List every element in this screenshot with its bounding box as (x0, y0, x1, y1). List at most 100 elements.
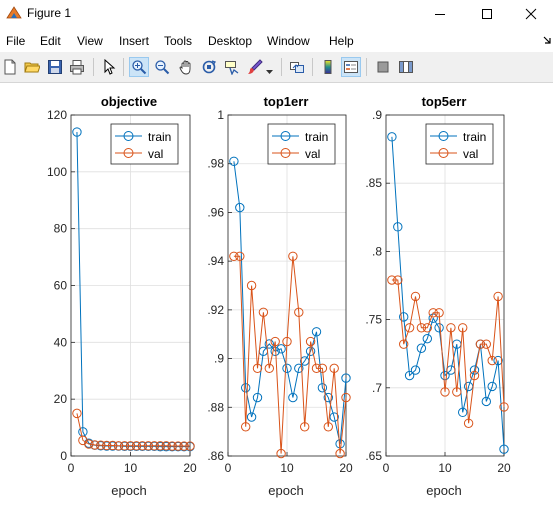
menu-edit[interactable]: Edit (40, 34, 61, 48)
data-point-val (137, 441, 148, 451)
legend-val-marker (280, 148, 291, 158)
show-plot-tools-icon[interactable] (396, 57, 416, 77)
x-tick-label: 10 (280, 461, 294, 475)
data-point-val (487, 355, 497, 366)
data-point-val (463, 418, 474, 428)
link-plot-icon[interactable] (287, 57, 307, 77)
y-tick-label: 0 (60, 449, 67, 463)
data-point-train (235, 202, 245, 213)
legend[interactable]: train val (267, 123, 336, 165)
data-cursor-icon[interactable] (222, 57, 242, 77)
rotate-3d-icon[interactable] (199, 57, 219, 77)
legend-icon[interactable] (341, 57, 361, 77)
title-bar: Figure 1 (0, 0, 553, 30)
menu-tools[interactable]: Tools (164, 34, 193, 48)
x-tick-label: 10 (124, 461, 138, 475)
data-point-train (399, 312, 409, 322)
close-button[interactable] (508, 0, 553, 28)
axes-objective[interactable]: objective epoch 0 20 40 60 80 100 120 0 10 20 tra… (47, 94, 197, 498)
y-tick-label: 120 (47, 108, 67, 122)
data-point-val (167, 441, 177, 451)
figure-canvas[interactable]: objective epoch 0 20 40 60 80 100 120 0 10 20 tra… (0, 83, 553, 501)
legend[interactable]: train val (425, 123, 494, 165)
new-figure-icon[interactable] (0, 57, 20, 77)
y-tick-label: .9 (214, 352, 224, 366)
data-point-train (440, 370, 450, 381)
y-tick-label: 100 (47, 165, 67, 179)
data-point-val (107, 440, 118, 451)
data-point-val (125, 441, 136, 451)
colorbar-icon[interactable] (318, 57, 338, 77)
axes-top5err[interactable]: top5err epoch .65 .7 .75 .8 .85 .9 0 10 20 train… (365, 94, 511, 498)
data-point-val (440, 387, 450, 397)
data-point-train (458, 407, 468, 418)
x-tick-label: 0 (225, 461, 232, 475)
data-point-train (387, 132, 397, 142)
data-point-train (282, 363, 292, 374)
y-tick-label: .88 (207, 400, 224, 414)
data-point-train (241, 383, 251, 393)
data-point-train (434, 323, 444, 333)
menu-help[interactable]: Help (329, 34, 354, 48)
toolbar-separator (312, 58, 313, 76)
data-point-val (475, 339, 486, 349)
data-point-val (246, 280, 257, 291)
menu-view[interactable]: View (77, 34, 103, 48)
brush-dropdown-icon[interactable] (266, 63, 273, 81)
minimize-button[interactable] (417, 0, 462, 28)
open-file-icon[interactable] (22, 57, 42, 77)
data-point-train (252, 392, 263, 403)
data-point-val (416, 323, 427, 333)
menu-desktop[interactable]: Desktop (208, 34, 253, 48)
maximize-button[interactable] (464, 0, 509, 28)
data-point-val (235, 251, 245, 261)
series-line-val (76, 413, 190, 447)
toolbar-separator (93, 58, 94, 76)
y-tick-label: .9 (372, 108, 382, 122)
data-point-train (294, 363, 304, 374)
save-icon[interactable] (45, 57, 65, 77)
zoom-in-icon[interactable] (129, 57, 149, 77)
pointer-icon[interactable] (99, 57, 119, 77)
legend-val-marker (438, 148, 449, 158)
dock-arrow-icon[interactable] (542, 33, 552, 51)
data-point-val (90, 440, 100, 450)
series-line-val (233, 255, 347, 454)
legend[interactable]: train val (110, 123, 179, 165)
y-tick-label: 60 (54, 279, 68, 293)
data-point-train (481, 396, 491, 407)
data-point-val (131, 441, 142, 451)
y-tick-label: 1 (217, 108, 224, 122)
data-point-val (276, 448, 286, 459)
data-point-train (393, 222, 403, 232)
menu-window[interactable]: Window (267, 34, 310, 48)
data-point-train (276, 344, 286, 354)
menu-insert[interactable]: Insert (119, 34, 150, 48)
data-point-val (185, 441, 195, 451)
y-tick-label: .85 (365, 176, 382, 190)
data-point-val (311, 363, 322, 374)
brush-icon[interactable] (245, 57, 265, 77)
hide-plot-tools-icon[interactable] (373, 57, 393, 77)
y-tick-label: 80 (54, 222, 68, 236)
print-icon[interactable] (67, 57, 87, 77)
data-point-train (323, 392, 333, 403)
zoom-out-icon[interactable] (152, 57, 172, 77)
axes-title: top1err (264, 94, 309, 109)
data-point-val (452, 387, 462, 397)
toolbar-separator (366, 58, 367, 76)
x-axis-label: epoch (268, 483, 303, 498)
data-point-val (323, 422, 333, 432)
legend-val-label: val (463, 147, 478, 161)
data-point-val (72, 408, 82, 419)
toolbar-separator (123, 58, 124, 76)
data-point-val (300, 422, 310, 432)
menu-bar: File Edit View Insert Tools Desktop Wind… (0, 30, 553, 52)
figure-toolbar (0, 52, 553, 83)
data-point-val (393, 275, 403, 285)
data-point-train (499, 444, 509, 454)
x-tick-label: 20 (339, 461, 353, 475)
menu-file[interactable]: File (6, 34, 26, 48)
pan-icon[interactable] (176, 57, 196, 77)
